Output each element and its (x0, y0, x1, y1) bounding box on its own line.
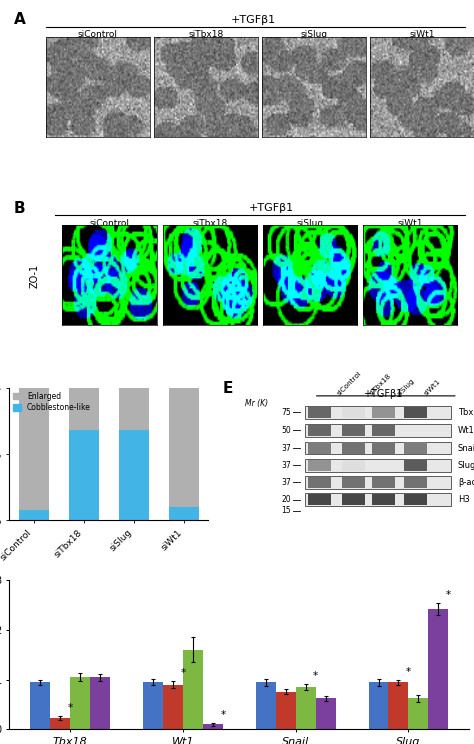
Text: ZO-1: ZO-1 (30, 264, 40, 289)
Bar (409, 699, 428, 729)
Bar (296, 687, 316, 729)
Legend: Enlarged, Cobblestone-like: Enlarged, Cobblestone-like (13, 392, 91, 412)
FancyBboxPatch shape (372, 477, 395, 488)
Text: siSlug: siSlug (396, 378, 416, 397)
FancyBboxPatch shape (308, 494, 331, 505)
Bar (428, 609, 448, 729)
FancyBboxPatch shape (304, 424, 451, 437)
Text: 37: 37 (281, 461, 291, 469)
FancyBboxPatch shape (304, 459, 451, 472)
Text: siSlug: siSlug (296, 219, 324, 228)
FancyBboxPatch shape (404, 407, 427, 418)
FancyBboxPatch shape (304, 406, 451, 419)
Text: *: * (406, 667, 411, 676)
Text: +TGFβ1: +TGFβ1 (363, 389, 402, 400)
Text: siControl: siControl (90, 219, 129, 228)
FancyBboxPatch shape (404, 477, 427, 488)
Bar (368, 682, 389, 729)
FancyBboxPatch shape (342, 494, 365, 505)
Text: 37: 37 (281, 443, 291, 452)
Text: 37: 37 (281, 478, 291, 487)
FancyBboxPatch shape (342, 443, 365, 454)
FancyBboxPatch shape (404, 443, 427, 454)
FancyBboxPatch shape (304, 476, 451, 489)
FancyBboxPatch shape (342, 460, 365, 471)
FancyBboxPatch shape (308, 443, 331, 454)
FancyBboxPatch shape (308, 425, 331, 436)
Bar (119, 430, 149, 520)
Bar (69, 430, 99, 520)
Bar (316, 699, 336, 729)
Bar (30, 682, 50, 729)
FancyBboxPatch shape (372, 443, 395, 454)
FancyBboxPatch shape (342, 425, 365, 436)
Text: E: E (222, 382, 233, 397)
Text: *: * (181, 667, 186, 678)
Text: siWt1: siWt1 (410, 31, 435, 39)
Text: *: * (313, 671, 318, 681)
Text: A: A (14, 13, 26, 28)
Text: 15: 15 (281, 507, 291, 516)
Text: +TGFβ1: +TGFβ1 (249, 203, 294, 214)
Text: *: * (446, 590, 451, 600)
Bar (18, 388, 49, 510)
Text: Snail: Snail (458, 443, 474, 452)
FancyBboxPatch shape (308, 460, 331, 471)
Bar (18, 510, 49, 520)
Text: 20: 20 (281, 495, 291, 504)
Text: B: B (14, 201, 26, 216)
Text: 50: 50 (281, 426, 291, 434)
Bar (70, 677, 90, 729)
Text: siControl: siControl (337, 371, 363, 397)
Text: *: * (220, 710, 226, 719)
Text: +TGFβ1: +TGFβ1 (230, 15, 276, 25)
Text: siControl: siControl (78, 31, 118, 39)
Text: Mr (K): Mr (K) (245, 400, 268, 408)
Text: H3: H3 (458, 495, 470, 504)
Bar (143, 682, 163, 729)
Text: *: * (68, 703, 73, 713)
Bar (163, 684, 183, 729)
FancyBboxPatch shape (342, 477, 365, 488)
Bar (169, 388, 200, 507)
Bar (90, 677, 110, 729)
Bar (183, 650, 203, 729)
FancyBboxPatch shape (372, 494, 395, 505)
FancyBboxPatch shape (404, 494, 427, 505)
Bar (203, 724, 223, 729)
Text: Tbx18: Tbx18 (458, 408, 474, 417)
Text: β-actin: β-actin (458, 478, 474, 487)
FancyBboxPatch shape (342, 407, 365, 418)
Bar (50, 718, 70, 729)
Text: Wt1: Wt1 (458, 426, 474, 434)
FancyBboxPatch shape (372, 425, 395, 436)
Bar (169, 507, 200, 520)
Text: siTbx18: siTbx18 (188, 31, 224, 39)
Bar (119, 388, 149, 430)
Bar (389, 682, 409, 729)
Text: siTbx18: siTbx18 (192, 219, 228, 228)
Text: Slug: Slug (458, 461, 474, 469)
Bar (256, 682, 276, 729)
Text: siWt1: siWt1 (423, 379, 442, 397)
Bar (276, 692, 296, 729)
Text: 75: 75 (281, 408, 291, 417)
Text: siTbx18: siTbx18 (369, 373, 393, 397)
FancyBboxPatch shape (304, 442, 451, 455)
Text: siSlug: siSlug (301, 31, 328, 39)
FancyBboxPatch shape (304, 493, 451, 506)
Text: siWt1: siWt1 (397, 219, 423, 228)
Bar (69, 388, 99, 430)
FancyBboxPatch shape (308, 407, 331, 418)
FancyBboxPatch shape (372, 407, 395, 418)
FancyBboxPatch shape (404, 460, 427, 471)
Text: +TGFβ1: +TGFβ1 (89, 586, 128, 596)
FancyBboxPatch shape (308, 477, 331, 488)
